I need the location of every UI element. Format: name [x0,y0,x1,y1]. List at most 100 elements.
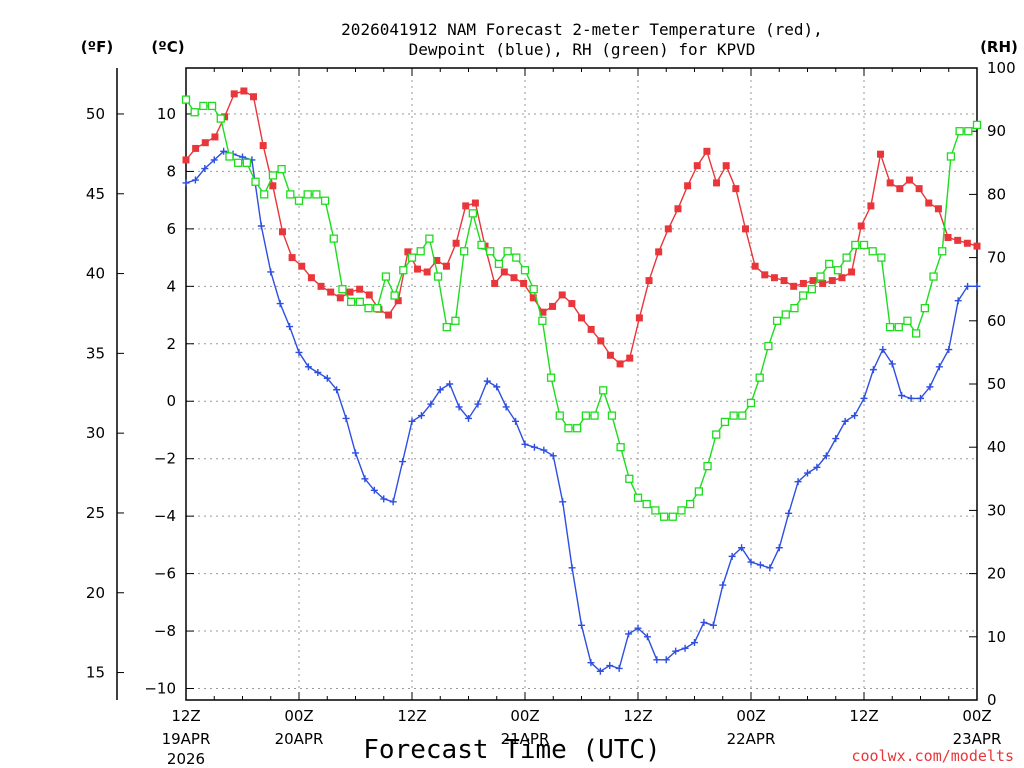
dewpoint-point [879,346,887,354]
rh-point [686,499,695,509]
dewpoint-point [964,282,972,290]
celsius-tick-label: −6 [154,565,176,583]
rh-point [807,285,816,294]
dewpoint-point [907,394,915,402]
temperature-point [500,268,508,276]
dewpoint-point [728,552,736,560]
dewpoint-point [822,452,830,460]
rh-tick-label: 40 [987,438,1006,456]
dewpoint-point [399,458,407,466]
rh-point [303,190,312,199]
dewpoint-point [832,435,840,443]
temperature-point [915,185,923,193]
dewpoint-point [389,498,397,506]
celsius-tick-label: −4 [154,507,176,525]
rh-point [885,322,895,332]
rh-point [720,417,730,427]
axes: −10 −8 −6 −4 −2 0 2 4 6 8 10 15 20 25 30 35 40 45 50 0 10 20 3… [86,59,1016,768]
temperature-point [404,248,412,256]
dewpoint-point [756,561,764,569]
rh-point [425,234,434,243]
fahrenheit-tick-label: 40 [86,265,105,283]
rh-tick-label: 30 [987,501,1006,519]
rh-point [607,411,617,420]
rh-point [946,152,956,161]
dewpoint-point [917,394,924,402]
rh-tick-label: 70 [987,249,1006,267]
temperature-point [587,325,595,333]
rh-point [338,285,347,294]
temperature-point [539,308,547,316]
temperature-point [674,205,682,213]
rh-point [894,322,903,332]
fahrenheit-tick-label: 15 [86,664,105,682]
rh-point [364,304,373,313]
temperature-point [790,282,798,290]
dewpoint-point [681,644,689,652]
dewpoint-point [549,452,557,460]
rh-point [251,177,260,186]
rh-point [486,247,495,256]
x-tick-label-date: 23APR [953,730,1002,748]
dewpoint-point [257,222,265,230]
dewpoint-point [201,165,209,173]
temperature-point [211,133,219,141]
temperature-point [944,233,952,241]
rh-point [355,297,364,306]
rh-point [729,411,738,420]
dewpoint-point [191,176,199,184]
temperature-point [626,354,634,362]
temperature-point [462,202,470,210]
rh-tick-label: 60 [987,312,1006,330]
rh-point [520,266,530,275]
rh-point [199,101,208,111]
temperature-point [288,254,296,262]
rh-point [625,474,634,483]
rh-point [373,304,382,313]
dewpoint-point [295,348,303,356]
rh-point [329,234,338,243]
rh-point [816,272,825,281]
dewpoint-point [286,323,294,331]
dewpoint-point [643,633,651,641]
temperature-point [414,265,422,273]
rh-point [920,304,929,313]
temperature-point [240,87,248,95]
rh-point [590,411,599,420]
dewpoint-point [625,630,633,638]
rh-point [442,322,451,332]
rh-point [781,310,790,319]
dewpoint-point [578,621,585,629]
temperature-point [770,274,778,282]
rh-point [294,196,304,205]
temperature-point [857,222,865,230]
plot-frame [185,67,978,701]
rh-point [564,424,573,433]
temperature-point [877,150,885,158]
dewpoint-point [869,366,877,374]
dewpoint-point [540,446,548,454]
rh-point [555,411,564,420]
rh-point [833,266,843,275]
temperature-point [182,156,190,164]
temperature-point [828,277,836,285]
rh-point [260,190,269,199]
temperature-point [635,314,643,322]
dewpoint-point [935,363,943,371]
dewpoint-point [785,509,793,517]
rh-point [546,373,556,382]
x-tick-label-date: 21APR [501,730,550,748]
temperature-point [973,242,981,250]
dewpoint-point [408,417,416,425]
rh-tick-label: 0 [987,691,997,709]
rh-point [972,120,982,130]
dewpoint-point [747,558,755,566]
rh-point [468,209,477,218]
temperature-point [442,262,450,270]
dewpoint-point [709,621,717,629]
fahrenheit-tick-label: 45 [86,185,105,203]
rh-point [651,506,660,515]
credit-link[interactable]: coolwx.com/modelts [851,747,1014,765]
dewpoint-point [898,391,906,399]
temperature-point [336,294,344,302]
